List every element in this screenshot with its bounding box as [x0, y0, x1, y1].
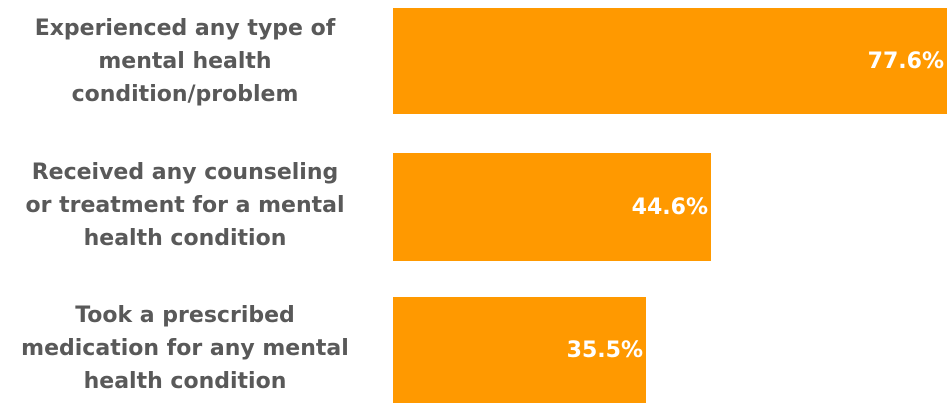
- bar: 35.5%: [393, 297, 646, 403]
- bar-value-label: 35.5%: [566, 337, 643, 363]
- category-label: Took a prescribed medication for any men…: [0, 292, 370, 404]
- bar: 77.6%: [393, 8, 947, 114]
- bar-value-label: 44.6%: [631, 194, 708, 220]
- category-label: Experienced any type of mental health co…: [0, 5, 370, 117]
- bar-value-label: 77.6%: [867, 48, 944, 74]
- category-label-text: Took a prescribed medication for any men…: [21, 302, 349, 394]
- category-label: Received any counseling or treatment for…: [0, 149, 370, 261]
- category-label-text: Received any counseling or treatment for…: [25, 159, 345, 251]
- bar: 44.6%: [393, 153, 711, 261]
- category-label-text: Experienced any type of mental health co…: [34, 15, 336, 107]
